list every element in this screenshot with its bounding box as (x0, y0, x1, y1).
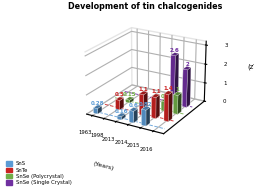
Legend: SnS, SnTe, SnSe (Polycrystal), SnSe (Single Crystal): SnS, SnTe, SnSe (Polycrystal), SnSe (Sin… (5, 160, 73, 186)
X-axis label: (Years): (Years) (92, 161, 114, 171)
Title: Development of tin chalcogenides: Development of tin chalcogenides (68, 2, 222, 11)
